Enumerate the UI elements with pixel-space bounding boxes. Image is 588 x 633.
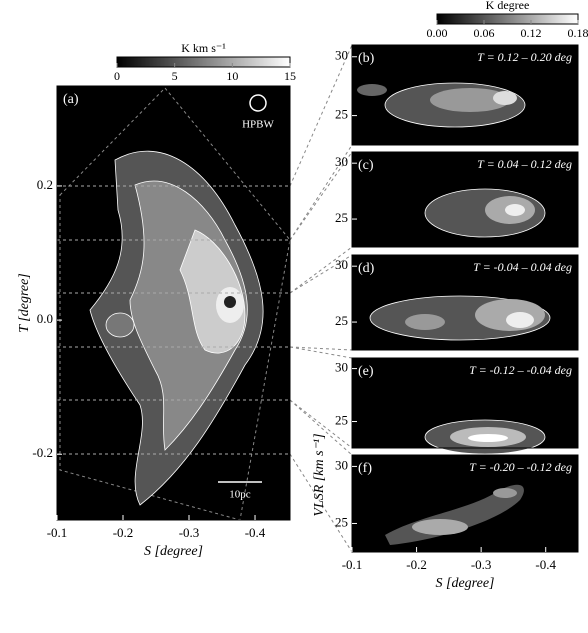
scale-label: 10pc xyxy=(229,489,251,501)
x-tick-label: -0.2 xyxy=(406,557,427,572)
panel-title: T = -0.12 – -0.04 deg xyxy=(469,363,572,377)
y-tick-label: 30 xyxy=(335,48,348,63)
panel-frame xyxy=(56,85,291,521)
x-tick-label: -0.4 xyxy=(535,557,556,572)
colorbar-tick-label: 5 xyxy=(172,69,178,83)
y-tick-label: 30 xyxy=(335,257,348,272)
panel-label: (e) xyxy=(358,364,374,379)
emission-map xyxy=(57,87,290,520)
colorbar-label: K km s⁻¹ xyxy=(181,41,226,55)
x-tick-label: -0.4 xyxy=(245,525,266,540)
x-tick-label: -0.3 xyxy=(179,525,200,540)
colorbar-label: K degree xyxy=(486,0,530,12)
colorbar-tick-label: 15 xyxy=(284,69,296,83)
y-tick-label: 0.2 xyxy=(37,177,53,192)
panel-label: (d) xyxy=(358,261,375,276)
x-tick-label: -0.1 xyxy=(47,525,68,540)
colorbar-tick-label: 0.12 xyxy=(521,26,542,40)
panel-frame xyxy=(351,151,579,248)
y-axis-label: T [degree] xyxy=(17,273,32,333)
panel-label: (b) xyxy=(358,51,375,66)
panel-label: (f) xyxy=(358,461,372,476)
y-tick-label: 0.0 xyxy=(37,311,53,326)
hpbw-label: HPBW xyxy=(242,119,274,131)
panel-frame xyxy=(351,254,579,351)
colorbar-tick-label: 0 xyxy=(114,69,120,83)
panel-frame xyxy=(351,44,579,146)
connectors xyxy=(289,44,353,553)
panel-label: (c) xyxy=(358,158,374,173)
y-tick-label: 25 xyxy=(335,210,348,225)
panel-title: T = 0.04 – 0.12 deg xyxy=(477,157,572,171)
x-tick-label: -0.1 xyxy=(342,557,363,572)
panel-frame xyxy=(351,357,579,449)
panel-title: T = -0.04 – 0.04 deg xyxy=(473,260,572,274)
colorbar-tick-label: 0.00 xyxy=(427,26,448,40)
x-axis-label: S [degree] xyxy=(144,544,203,559)
y-tick-label: 25 xyxy=(335,107,348,122)
panel-title: T = -0.20 – -0.12 deg xyxy=(469,460,572,474)
panel-label: (a) xyxy=(63,92,79,107)
colorbar-tick-label: 10 xyxy=(226,69,238,83)
panel-frame xyxy=(351,454,579,553)
x-tick-label: -0.3 xyxy=(471,557,492,572)
y-tick-label: 30 xyxy=(335,154,348,169)
y-tick-label: 30 xyxy=(335,457,348,472)
y-tick-label: 25 xyxy=(335,313,348,328)
spectra-maps xyxy=(357,82,551,545)
colorbar xyxy=(116,56,291,68)
y-axis-label: VLSR [km s⁻¹] xyxy=(312,433,327,516)
x-axis-label: S [degree] xyxy=(436,576,495,591)
colorbar-tick-label: 0.18 xyxy=(568,26,588,40)
y-tick-label: -0.2 xyxy=(32,445,53,460)
x-tick-label: -0.2 xyxy=(113,525,134,540)
y-tick-label: 25 xyxy=(335,514,348,529)
panel-title: T = 0.12 – 0.20 deg xyxy=(477,50,572,64)
colorbar-tick-label: 0.06 xyxy=(474,26,495,40)
y-tick-label: 30 xyxy=(335,360,348,375)
y-tick-label: 25 xyxy=(335,413,348,428)
colorbar xyxy=(436,13,579,25)
